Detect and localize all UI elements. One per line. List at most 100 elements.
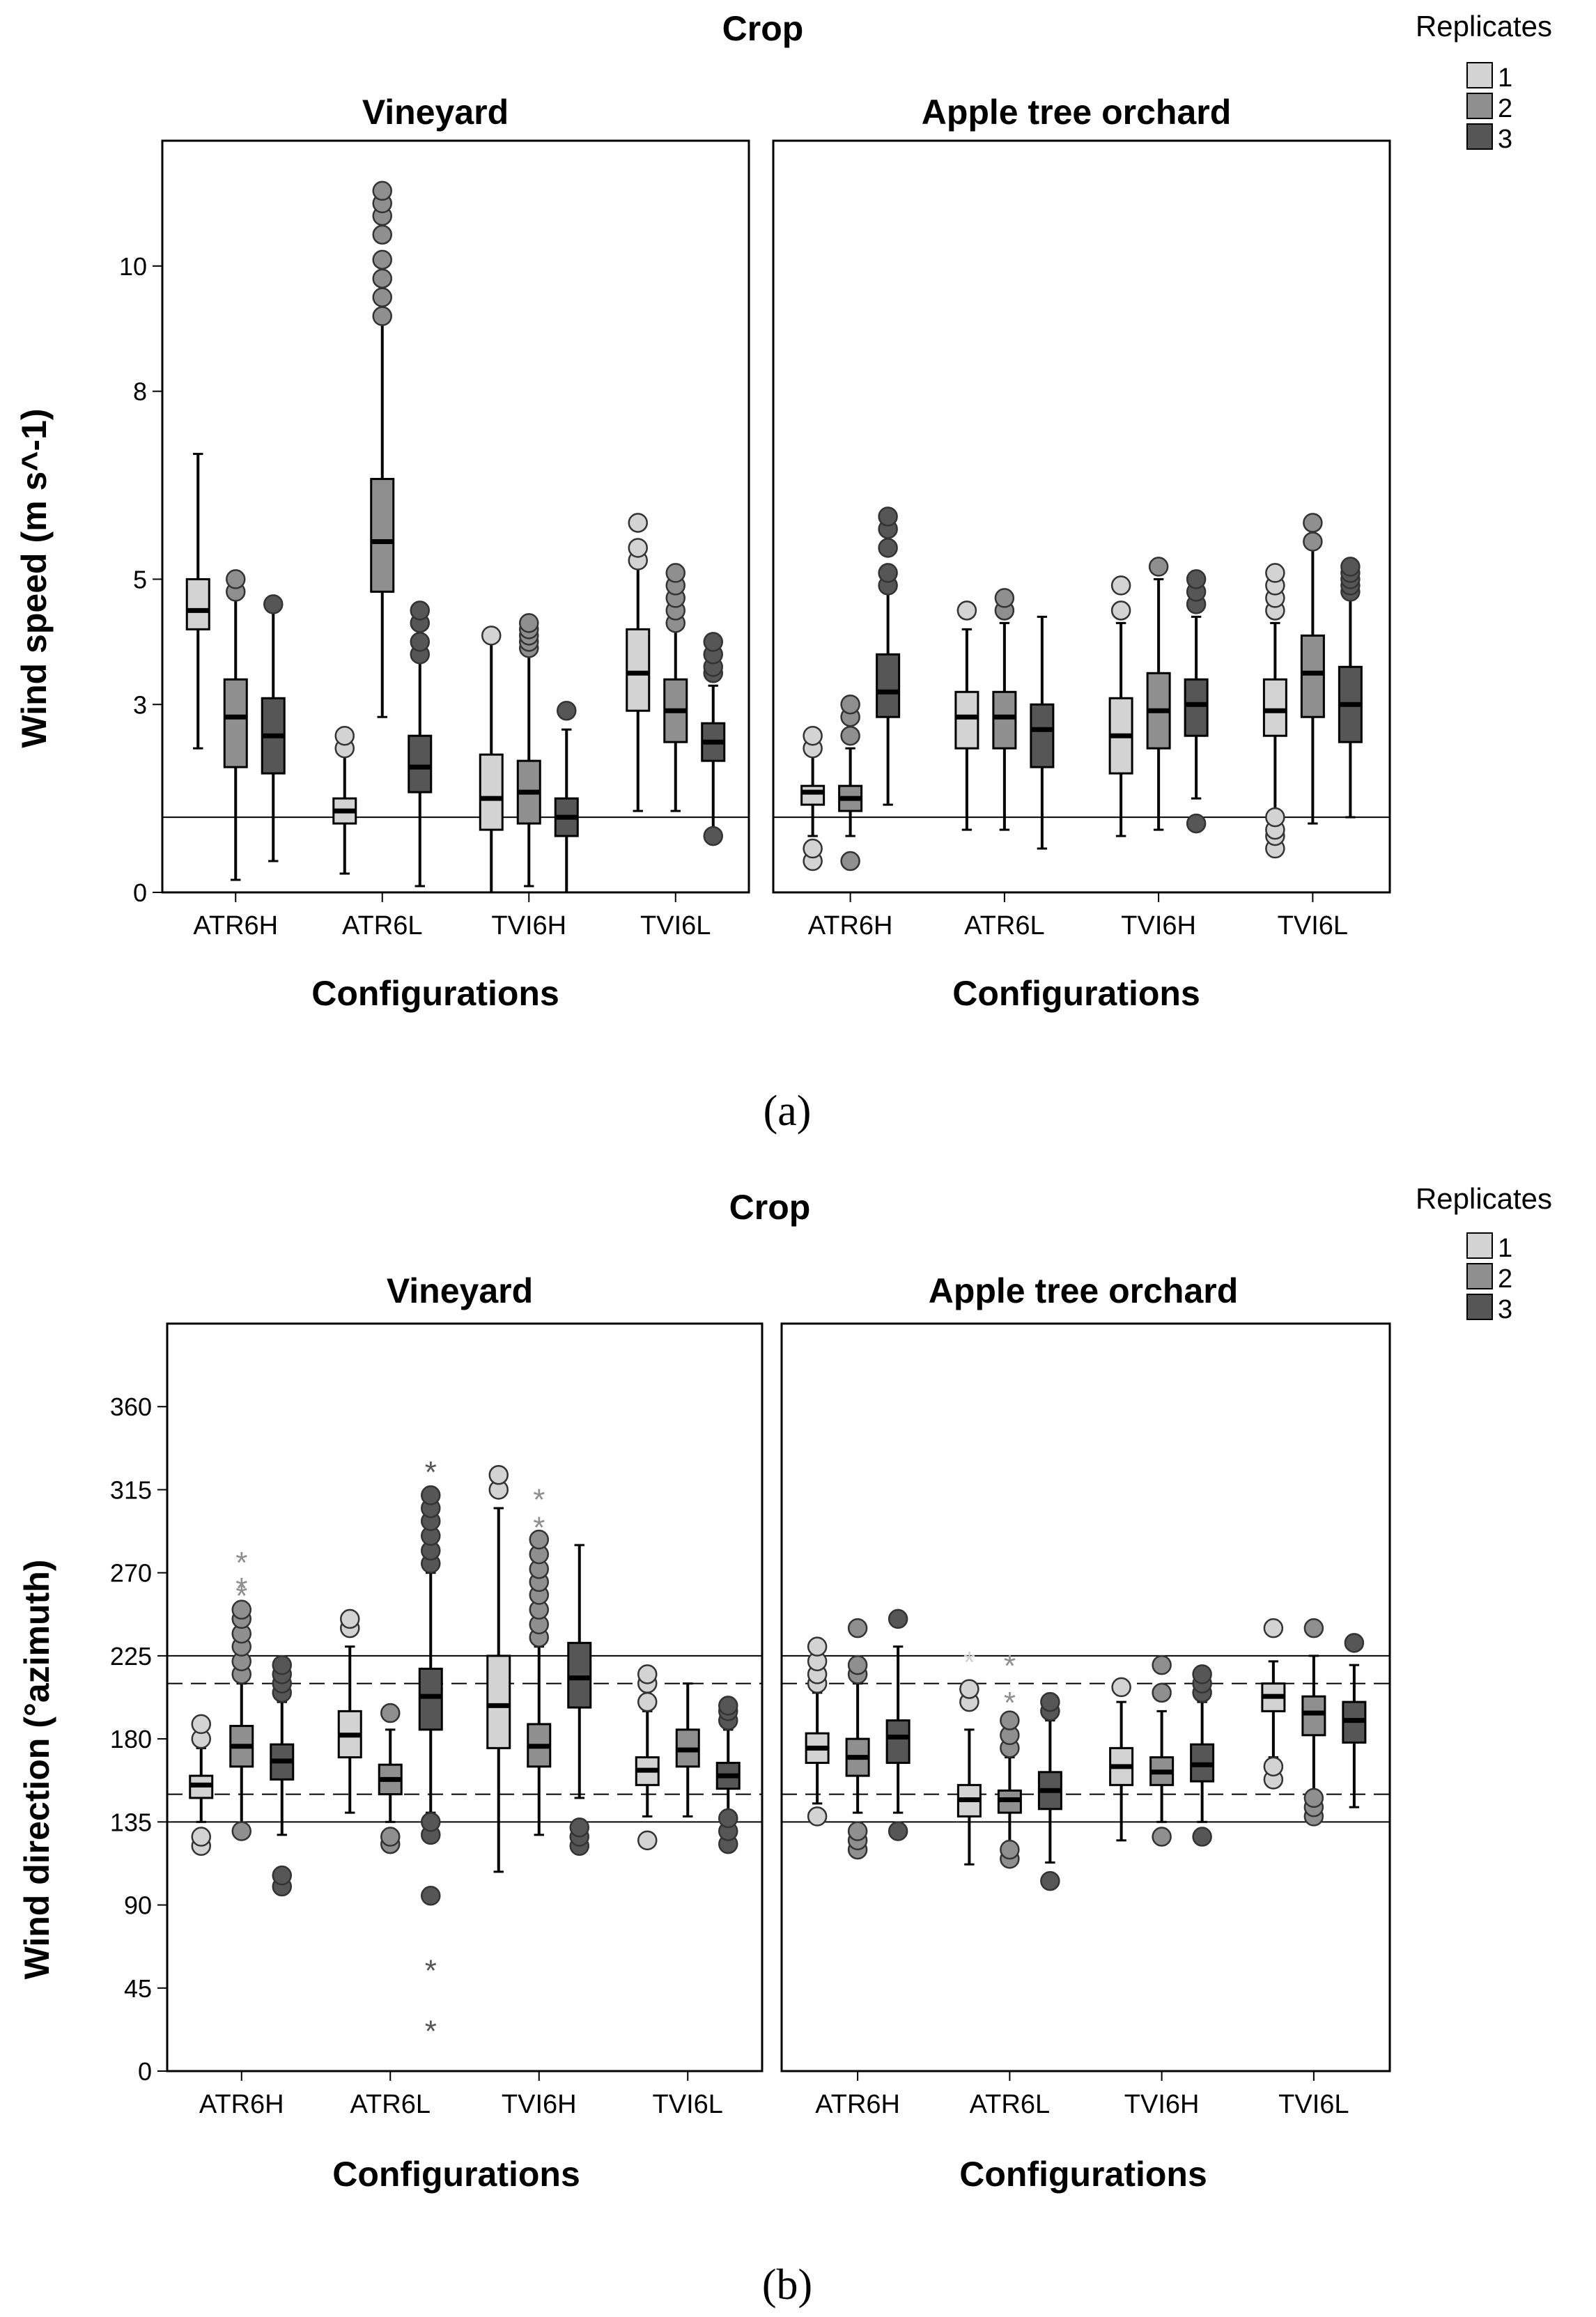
outlier-point (421, 1812, 441, 1832)
box-rep-1 (1108, 575, 1133, 837)
box-rep-2 (992, 588, 1017, 831)
box-rep-2 (516, 613, 541, 888)
box-rep-1 (1109, 1677, 1134, 1842)
outlier-point (1040, 1691, 1060, 1712)
outlier-point (994, 588, 1015, 608)
outlier-point (1152, 1682, 1172, 1703)
facet-title-vineyard: Vineyard (362, 93, 509, 132)
legend-swatch-1 (1466, 62, 1493, 88)
outlier-point (637, 1830, 658, 1851)
extreme-star: * (533, 1510, 545, 1544)
panel-a-caption: (a) (764, 1087, 812, 1135)
facet-frame (161, 139, 750, 894)
box-rep-2 (1301, 1618, 1326, 1827)
iqr-box (486, 1655, 511, 1749)
extreme-star: * (425, 2015, 437, 2049)
box-rep-2: ** (527, 1483, 552, 1836)
box-rep-1 (332, 725, 357, 875)
outlier-point (959, 1679, 979, 1699)
extreme-star: * (963, 1645, 975, 1680)
iqr-box (479, 753, 504, 831)
box-rep-2 (845, 1618, 870, 1860)
box-rep-2: *** (229, 1546, 254, 1841)
box-rep-2 (1300, 513, 1325, 825)
iqr-box (1262, 678, 1287, 737)
outlier-point (637, 1691, 658, 1712)
y-tick-label: 360 (110, 1393, 152, 1421)
y-tick-label: 5 (133, 565, 147, 594)
iqr-box (1301, 1695, 1326, 1737)
legend-label-3: 3 (1498, 125, 1512, 154)
crop-title-b: Crop (729, 1188, 811, 1227)
box-rep-3 (885, 1609, 911, 1841)
outlier-point (421, 1886, 441, 1906)
outlier-point (840, 695, 860, 715)
outlier-point (1303, 1788, 1324, 1808)
outlier-point (372, 180, 392, 201)
x-tick-label: TVI6H (1121, 911, 1196, 940)
outlier-point (191, 1714, 211, 1735)
panel-a-plot-area: ATR6H ATR6L TVI6H TVI6L ATR6H ATR6L TVI6H TVI6L… (119, 139, 1391, 940)
box-rep-3 (1030, 615, 1055, 850)
x-tick-label: TVI6L (653, 2090, 723, 2119)
outlier-point (1186, 569, 1207, 589)
box-rep-1 (1262, 563, 1287, 859)
outlier-point (628, 538, 648, 558)
y-tick-label: 270 (110, 1559, 152, 1588)
extreme-star: * (533, 1483, 545, 1517)
outlier-point (1152, 1827, 1172, 1847)
outlier-point (481, 626, 502, 646)
outlier-point (718, 1696, 738, 1716)
iqr-box (885, 1719, 911, 1765)
outlier-point (380, 1827, 401, 1847)
box-rep-1 (479, 626, 504, 894)
outlier-point (878, 563, 898, 583)
outlier-point (226, 569, 246, 589)
iqr-box (1184, 678, 1209, 737)
box-rep-2: ** (997, 1649, 1022, 1869)
outlier-point (272, 1655, 292, 1675)
box-rep-3 (261, 594, 286, 862)
iqr-box (223, 678, 248, 768)
y-tick-label: 135 (110, 1808, 152, 1836)
box-rep-1 (1261, 1618, 1286, 1790)
box-rep-1 (185, 453, 210, 750)
x-axis-label-vineyard: Configurations (311, 974, 559, 1013)
outlier-point (703, 826, 723, 846)
y-tick-label: 0 (133, 878, 147, 907)
outlier-point (231, 1599, 251, 1620)
box-rep-1 (635, 1664, 660, 1851)
outlier-point (372, 306, 392, 327)
box-rep-2 (370, 180, 395, 718)
outlier-point (1186, 813, 1207, 834)
box-rep-3 (1338, 557, 1363, 819)
facet-title-apple-b: Apple tree orchard (929, 1271, 1239, 1310)
extreme-star: * (425, 1953, 437, 1987)
outlier-point (1000, 1839, 1020, 1860)
extreme-star: * (235, 1572, 247, 1606)
outlier-point (628, 513, 648, 533)
y-tick-label: 10 (119, 252, 147, 281)
x-tick-label: TVI6L (1278, 911, 1348, 940)
y-tick-label: 3 (133, 690, 147, 719)
outlier-point (637, 1664, 658, 1684)
box-rep-3 (567, 1544, 592, 1857)
outlier-point (410, 632, 430, 652)
outlier-point (956, 600, 977, 621)
outlier-point (372, 268, 392, 289)
iqr-box (418, 1667, 443, 1731)
box-rep-1 (626, 513, 651, 812)
outlier-point (372, 249, 392, 270)
outlier-point (1303, 532, 1323, 552)
outlier-point (529, 1529, 549, 1550)
box-rep-1 (805, 1636, 830, 1827)
outlier-point (231, 1821, 251, 1841)
y-tick-label: 45 (124, 1974, 152, 2003)
outlier-point (878, 538, 898, 558)
outlier-point (1265, 563, 1285, 583)
iqr-box (408, 734, 433, 793)
box-rep-3 (270, 1655, 295, 1897)
iqr-box (876, 653, 901, 718)
iqr-box (800, 784, 826, 806)
legend-label-1: 1 (1498, 63, 1512, 93)
